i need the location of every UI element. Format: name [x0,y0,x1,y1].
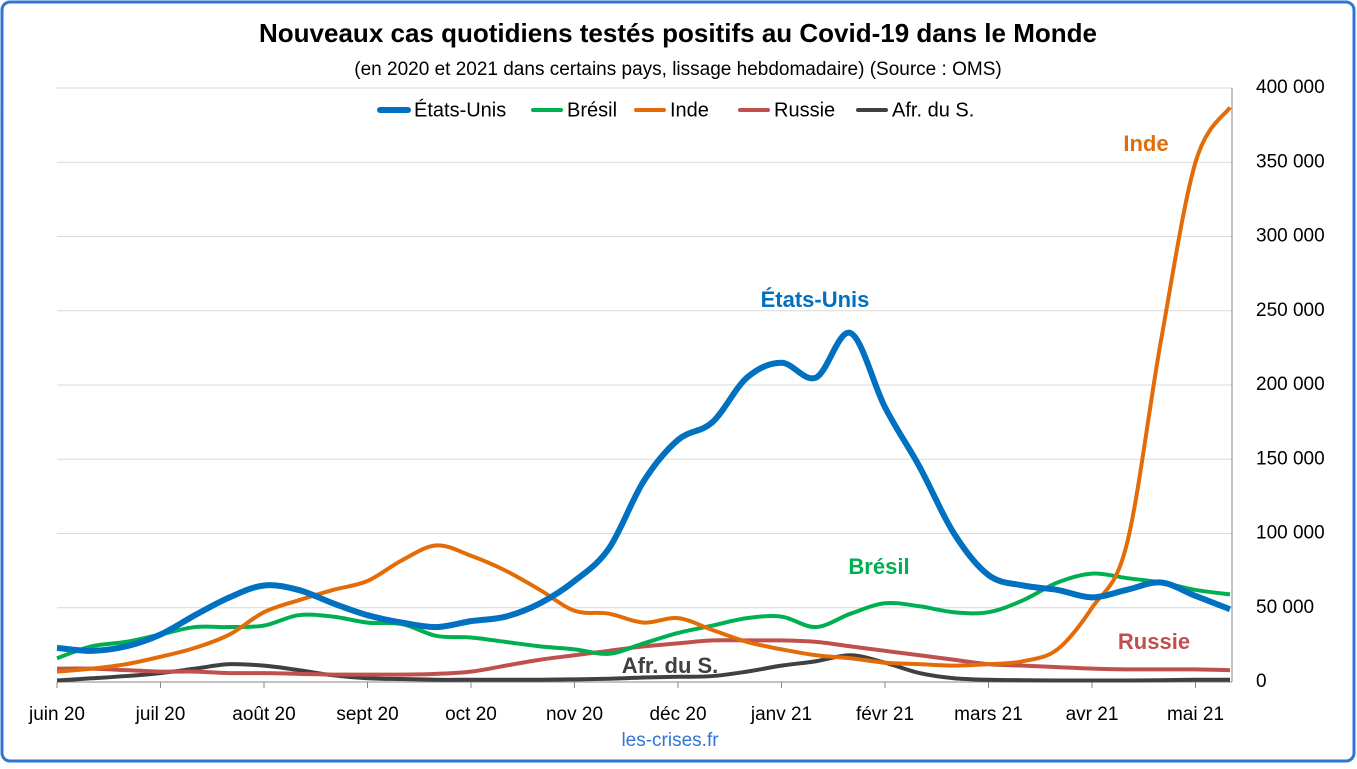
x-tick-label: juil 20 [135,704,186,725]
y-tick-label: 0 [1256,671,1267,692]
annotation: Inde [1123,131,1168,156]
y-tick-label: 400 000 [1256,77,1325,98]
legend-label: Brésil [567,99,617,121]
y-tick-label: 350 000 [1256,151,1325,172]
annotation: États-Unis [761,287,870,312]
series-line [56,106,1232,674]
x-tick-label: mai 21 [1167,704,1224,725]
y-tick-label: 300 000 [1256,226,1325,247]
legend-label: Inde [670,99,709,121]
y-tick-label: 200 000 [1256,374,1325,395]
x-tick-label: févr 21 [856,704,914,725]
series-line [56,653,1231,683]
x-tick-label: déc 20 [649,704,706,725]
x-tick-label: oct 20 [445,704,497,725]
x-tick-label: sept 20 [336,704,398,725]
legend-label: États-Unis [414,98,506,121]
x-tick-label: mars 21 [954,704,1023,725]
x-tick-label: janv 21 [750,704,812,725]
x-tick-label: avr 21 [1066,704,1119,725]
chart-title: Nouveaux cas quotidiens testés positifs … [259,18,1097,48]
y-tick-label: 250 000 [1256,300,1325,321]
annotation: Russie [1118,629,1190,654]
x-tick-label: juin 20 [28,704,85,725]
chart-subtitle: (en 2020 et 2021 dans certains pays, lis… [354,59,1001,80]
y-tick-label: 150 000 [1256,448,1325,469]
series-line [56,638,1231,677]
legend-label: Afr. du S. [892,99,974,121]
x-tick-label: août 20 [232,704,295,725]
series-line [56,571,1231,661]
legend-label: Russie [774,99,835,121]
series-line [56,330,1232,654]
x-tick-label: nov 20 [546,704,603,725]
source: les-crises.fr [621,730,719,751]
y-tick-label: 100 000 [1256,523,1325,544]
annotation: Afr. du S. [622,653,719,678]
annotation: Brésil [848,554,909,579]
y-tick-label: 50 000 [1256,597,1314,618]
